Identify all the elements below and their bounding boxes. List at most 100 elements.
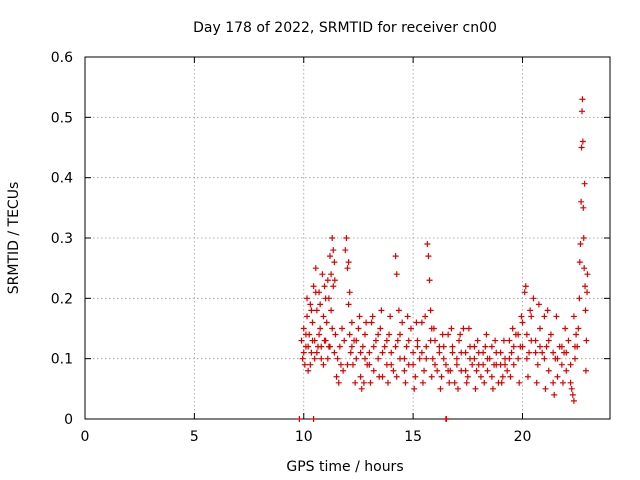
data-point: [333, 373, 340, 380]
data-point: [312, 265, 319, 272]
data-point: [318, 355, 325, 362]
data-point: [368, 319, 375, 326]
data-point: [522, 283, 529, 290]
data-point: [519, 319, 526, 326]
data-point: [414, 343, 421, 350]
data-point: [473, 367, 480, 374]
data-point: [579, 96, 586, 103]
data-point: [497, 349, 504, 356]
data-point: [378, 307, 385, 314]
data-point: [401, 355, 408, 362]
data-point: [465, 325, 472, 332]
data-point: [443, 416, 450, 422]
data-point: [414, 337, 421, 344]
data-point: [349, 361, 356, 368]
data-point: [370, 343, 377, 350]
data-point: [563, 349, 570, 356]
data-point: [436, 349, 443, 356]
data-point: [451, 379, 458, 386]
data-point: [416, 355, 423, 362]
data-point: [460, 325, 467, 332]
data-point: [577, 241, 584, 248]
data-point: [500, 337, 507, 344]
data-point: [576, 259, 583, 266]
data-point: [395, 307, 402, 314]
data-point: [580, 204, 587, 211]
data-point: [311, 355, 318, 362]
data-point: [323, 319, 330, 326]
data-point: [563, 367, 570, 374]
data-point: [337, 361, 344, 368]
data-point: [547, 331, 554, 338]
x-tick-label: 10: [295, 429, 313, 445]
data-point: [492, 337, 499, 344]
data-point: [312, 289, 319, 296]
data-point: [526, 349, 533, 356]
data-point: [568, 385, 575, 392]
data-point: [506, 355, 513, 362]
data-point: [445, 367, 452, 374]
y-tick-label: 0.6: [51, 50, 73, 66]
x-axis-label: GPS time / hours: [286, 459, 403, 475]
data-point: [454, 385, 461, 392]
data-point: [342, 247, 349, 254]
data-point: [402, 379, 409, 386]
data-point: [393, 373, 400, 380]
data-point: [569, 391, 576, 398]
data-point: [582, 283, 589, 290]
data-point: [318, 343, 325, 350]
data-point: [521, 289, 528, 296]
data-point: [541, 313, 548, 320]
data-point: [580, 235, 587, 241]
data-point: [575, 325, 582, 332]
data-point: [558, 361, 565, 368]
data-point: [399, 319, 406, 326]
data-point: [388, 361, 395, 368]
data-point: [309, 319, 316, 326]
data-point: [528, 313, 535, 320]
data-point: [308, 307, 315, 314]
data-point: [554, 355, 561, 362]
data-point: [330, 247, 337, 254]
data-point: [533, 379, 540, 386]
data-point: [317, 325, 324, 332]
data-point: [413, 319, 420, 326]
data-point: [488, 373, 495, 380]
data-point: [523, 355, 530, 362]
data-point: [480, 349, 487, 356]
data-point: [367, 379, 374, 386]
data-point: [515, 355, 522, 362]
data-point: [346, 331, 353, 338]
data-point: [558, 343, 565, 350]
data-point: [316, 331, 323, 338]
data-point: [296, 416, 303, 422]
data-point: [567, 379, 574, 386]
data-point: [453, 355, 460, 362]
data-point: [438, 373, 445, 380]
data-point: [357, 349, 364, 356]
data-point: [309, 337, 316, 344]
data-point: [539, 349, 546, 356]
data-points: [296, 96, 591, 422]
data-point: [308, 349, 315, 356]
data-point: [353, 337, 360, 344]
data-point: [535, 301, 542, 308]
data-point: [372, 337, 379, 344]
data-point: [532, 349, 539, 356]
data-point: [477, 373, 484, 380]
data-point: [427, 337, 434, 344]
data-point: [357, 373, 364, 380]
data-point: [302, 331, 309, 338]
data-point: [418, 319, 425, 326]
data-point: [404, 313, 411, 320]
data-point: [381, 343, 388, 350]
data-point: [509, 325, 516, 332]
data-point: [430, 325, 437, 332]
data-point: [319, 271, 326, 278]
data-point: [384, 379, 391, 386]
data-point: [550, 349, 557, 356]
data-point: [484, 355, 491, 362]
data-point: [545, 337, 552, 344]
data-point: [397, 331, 403, 338]
data-point: [387, 313, 394, 320]
